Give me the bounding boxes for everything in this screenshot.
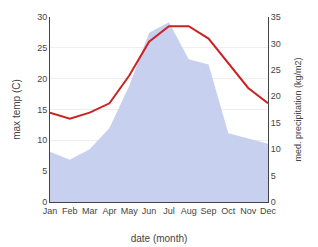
svg-text:Oct: Oct [221, 206, 236, 216]
svg-text:30: 30 [37, 12, 47, 22]
svg-text:Jan: Jan [43, 206, 58, 216]
svg-text:Dec: Dec [260, 206, 277, 216]
svg-text:Jun: Jun [142, 206, 157, 216]
svg-text:Mar: Mar [82, 206, 98, 216]
svg-text:Sep: Sep [201, 206, 217, 216]
svg-text:15: 15 [271, 118, 281, 128]
svg-text:Nov: Nov [240, 206, 257, 216]
svg-text:Feb: Feb [62, 206, 78, 216]
svg-text:10: 10 [37, 135, 47, 145]
svg-text:15: 15 [37, 105, 47, 115]
svg-text:med. precipitation (kg/m2): med. precipitation (kg/m2) [293, 57, 303, 161]
svg-text:0: 0 [271, 197, 276, 207]
svg-text:5: 5 [42, 166, 47, 176]
svg-text:0: 0 [42, 197, 47, 207]
svg-text:Jul: Jul [163, 206, 175, 216]
svg-text:35: 35 [271, 12, 281, 22]
svg-text:May: May [121, 206, 139, 216]
svg-text:20: 20 [271, 91, 281, 101]
svg-text:30: 30 [271, 39, 281, 49]
svg-text:20: 20 [37, 74, 47, 84]
svg-text:max temp (C): max temp (C) [11, 79, 22, 140]
svg-text:5: 5 [271, 171, 276, 181]
svg-text:Apr: Apr [102, 206, 116, 216]
svg-text:25: 25 [271, 65, 281, 75]
svg-text:25: 25 [37, 43, 47, 53]
svg-text:10: 10 [271, 144, 281, 154]
svg-text:date (month): date (month) [131, 233, 188, 244]
svg-text:Aug: Aug [181, 206, 197, 216]
